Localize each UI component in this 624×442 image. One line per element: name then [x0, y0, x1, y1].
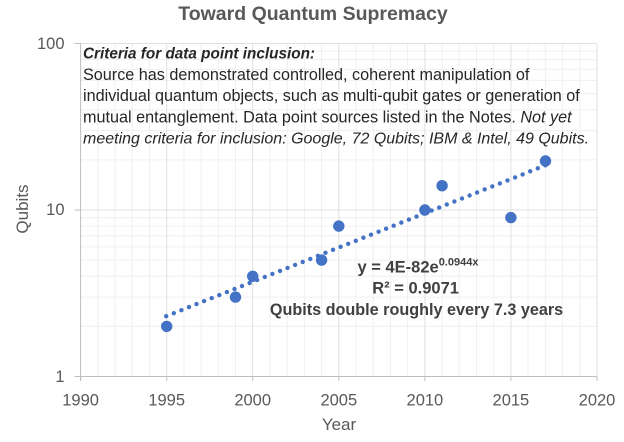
svg-text:2015: 2015	[493, 392, 530, 410]
svg-text:Source has demonstrated contro: Source has demonstrated controlled, cohe…	[83, 66, 530, 84]
svg-text:R² = 0.9071: R² = 0.9071	[372, 280, 459, 298]
svg-text:meeting criteria for inclusion: meeting criteria for inclusion: Google, …	[83, 131, 589, 148]
svg-text:2005: 2005	[320, 392, 357, 410]
svg-text:1990: 1990	[62, 392, 99, 410]
svg-text:mutual entanglement. Data poin: mutual entanglement. Data point sources …	[83, 108, 573, 126]
svg-text:Qubits double roughly every 7.: Qubits double roughly every 7.3 years	[270, 301, 563, 319]
svg-text:100: 100	[37, 35, 65, 53]
svg-text:2010: 2010	[407, 392, 444, 410]
svg-text:Toward Quantum Supremacy: Toward Quantum Supremacy	[178, 3, 448, 25]
svg-text:1: 1	[55, 368, 64, 386]
svg-text:Year: Year	[322, 415, 357, 434]
svg-text:10: 10	[46, 201, 64, 219]
svg-text:2000: 2000	[234, 392, 271, 410]
svg-text:2020: 2020	[579, 392, 616, 410]
svg-text:individual quantum objects, su: individual quantum objects, such as mult…	[83, 87, 580, 105]
svg-text:Qubits: Qubits	[13, 184, 32, 233]
svg-text:Criteria for data point inclus: Criteria for data point inclusion:	[83, 46, 315, 63]
svg-text:1995: 1995	[148, 392, 185, 410]
